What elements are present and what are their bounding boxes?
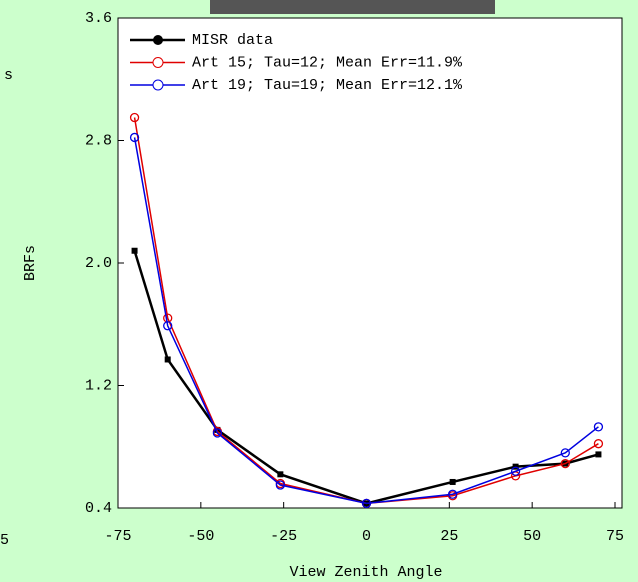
x-tick-label: 0 [362,528,371,545]
legend-label: Art 19; Tau=19; Mean Err=12.1% [192,77,463,94]
marker [361,498,372,509]
legend-marker [152,79,164,91]
cropped-text: s [4,67,13,84]
marker [510,466,521,476]
series-line [133,137,599,505]
x-tick-label: -50 [187,528,214,545]
marker [129,112,140,123]
marker [163,321,173,331]
x-axis-label: View Zenith Angle [289,564,442,581]
y-tick-label: 3.6 [85,10,112,27]
marker [560,458,570,469]
y-tick-label: 0.4 [85,500,112,517]
y-tick-label: 2.8 [85,132,112,149]
x-tick-label: -75 [104,528,131,545]
legend-marker [153,35,163,45]
marker [593,439,604,449]
y-tick-label: 2.0 [85,255,112,272]
marker [277,471,284,478]
marker [595,451,602,458]
marker [593,422,604,432]
marker [129,132,140,143]
y-axis-label: BRFs [22,245,39,281]
marker [449,478,456,485]
x-tick-label: 25 [440,528,458,545]
legend-marker [152,57,164,68]
cropped-text: 5 [0,532,9,549]
marker [447,489,458,499]
legend-label: Art 15; Tau=12; Mean Err=11.9% [192,54,463,71]
legend-label: MISR data [192,32,273,49]
marker [131,247,138,254]
marker [560,448,570,458]
cropped-image-strip [210,0,495,14]
x-tick-label: 50 [523,528,541,545]
marker [275,480,286,490]
x-tick-label: -25 [270,528,297,545]
plot-area [117,17,623,509]
x-tick-label: 75 [606,528,624,545]
y-tick-label: 1.2 [85,377,112,394]
marker [164,356,171,363]
marker [212,428,223,438]
